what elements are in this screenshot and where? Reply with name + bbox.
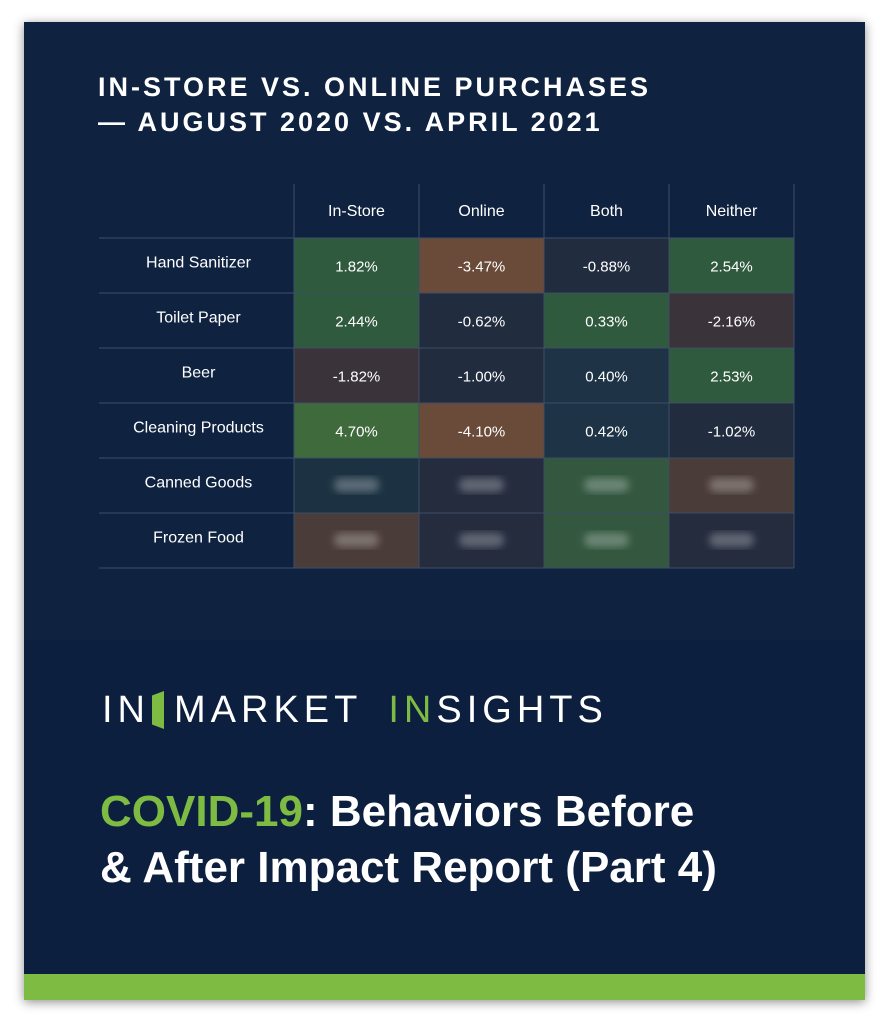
table-cell-2-1 bbox=[419, 348, 544, 403]
table-cell-0-1 bbox=[419, 238, 544, 293]
table-cell-3-3 bbox=[669, 403, 794, 458]
report-title-line-1: : Behaviors Before bbox=[302, 787, 695, 836]
column-header-2: Both bbox=[590, 203, 623, 220]
logo-in: IN bbox=[102, 688, 150, 731]
cell-value-2-2: 0.40% bbox=[585, 369, 628, 386]
report-title-line-2: & After Impact Report (Part 4) bbox=[100, 843, 717, 892]
blurred-value-5-0 bbox=[334, 533, 379, 547]
report-card: IN-STORE VS. ONLINE PURCHASES — AUGUST 2… bbox=[24, 22, 865, 1000]
table-cell-1-0 bbox=[294, 293, 419, 348]
row-label-5: Frozen Food bbox=[153, 530, 244, 547]
row-label-1: Toilet Paper bbox=[156, 310, 241, 327]
cell-value-2-1: -1.00% bbox=[458, 369, 506, 386]
cell-value-1-3: -2.16% bbox=[708, 314, 756, 331]
blurred-value-5-3 bbox=[709, 533, 754, 547]
brand-panel bbox=[24, 640, 865, 974]
table-cell-0-2 bbox=[544, 238, 669, 293]
column-header-0: In-Store bbox=[328, 203, 385, 220]
cell-value-2-3: 2.53% bbox=[710, 369, 753, 386]
column-header-3: Neither bbox=[706, 203, 758, 220]
cell-value-0-0: 1.82% bbox=[335, 259, 378, 276]
comparison-table: 1.82% -3.47% -0.88% 2.54% Hand Sanitizer 2.44… bbox=[99, 184, 795, 569]
blurred-value-5-2 bbox=[584, 533, 629, 547]
cell-value-1-0: 2.44% bbox=[335, 314, 378, 331]
column-header-1: Online bbox=[458, 203, 504, 220]
cell-value-0-3: 2.54% bbox=[710, 259, 753, 276]
report-title-highlight: COVID-19 bbox=[100, 787, 303, 836]
chart-title-line-1: IN-STORE VS. ONLINE PURCHASES bbox=[98, 72, 652, 102]
table-cell-2-3 bbox=[669, 348, 794, 403]
table-cell-0-3 bbox=[669, 238, 794, 293]
table-cell-3-2 bbox=[544, 403, 669, 458]
table-cell-0-0 bbox=[294, 238, 419, 293]
row-label-0: Hand Sanitizer bbox=[146, 255, 252, 272]
blurred-value-4-0 bbox=[334, 478, 379, 492]
footer-accent-bar bbox=[24, 974, 865, 1000]
cell-value-3-3: -1.02% bbox=[708, 424, 756, 441]
logo-market: MARKET bbox=[174, 688, 363, 731]
logo-in-accent: IN bbox=[388, 688, 437, 731]
row-label-3: Cleaning Products bbox=[133, 420, 264, 437]
blurred-value-4-3 bbox=[709, 478, 754, 492]
table-cell-3-1 bbox=[419, 403, 544, 458]
cell-value-3-0: 4.70% bbox=[335, 424, 378, 441]
logo-sights: SIGHTS bbox=[436, 688, 608, 731]
cell-value-1-1: -0.62% bbox=[458, 314, 506, 331]
blurred-value-5-1 bbox=[459, 533, 504, 547]
chart-title: IN-STORE VS. ONLINE PURCHASES — AUGUST 2… bbox=[98, 70, 798, 140]
table-cell-1-3 bbox=[669, 293, 794, 348]
table-cell-1-1 bbox=[419, 293, 544, 348]
cell-value-0-1: -3.47% bbox=[458, 259, 506, 276]
table-cell-2-2 bbox=[544, 348, 669, 403]
row-label-4: Canned Goods bbox=[145, 475, 253, 492]
chart-panel: IN-STORE VS. ONLINE PURCHASES — AUGUST 2… bbox=[24, 22, 865, 640]
table-cell-3-0 bbox=[294, 403, 419, 458]
table-cell-1-2 bbox=[544, 293, 669, 348]
chart-title-line-2: — AUGUST 2020 VS. APRIL 2021 bbox=[98, 107, 603, 137]
cell-value-3-1: -4.10% bbox=[458, 424, 506, 441]
inmarket-insights-logo: IN MARKET IN SIGHTS bbox=[102, 688, 608, 731]
cell-value-2-0: -1.82% bbox=[333, 369, 381, 386]
table-cell-2-0 bbox=[294, 348, 419, 403]
cell-value-1-2: 0.33% bbox=[585, 314, 628, 331]
cell-value-0-2: -0.88% bbox=[583, 259, 631, 276]
row-label-2: Beer bbox=[182, 365, 216, 382]
report-title: COVID-19: Behaviors Before & After Impac… bbox=[100, 784, 840, 896]
blurred-value-4-1 bbox=[459, 478, 504, 492]
door-icon bbox=[152, 691, 164, 729]
cell-value-3-2: 0.42% bbox=[585, 424, 628, 441]
blurred-value-4-2 bbox=[584, 478, 629, 492]
